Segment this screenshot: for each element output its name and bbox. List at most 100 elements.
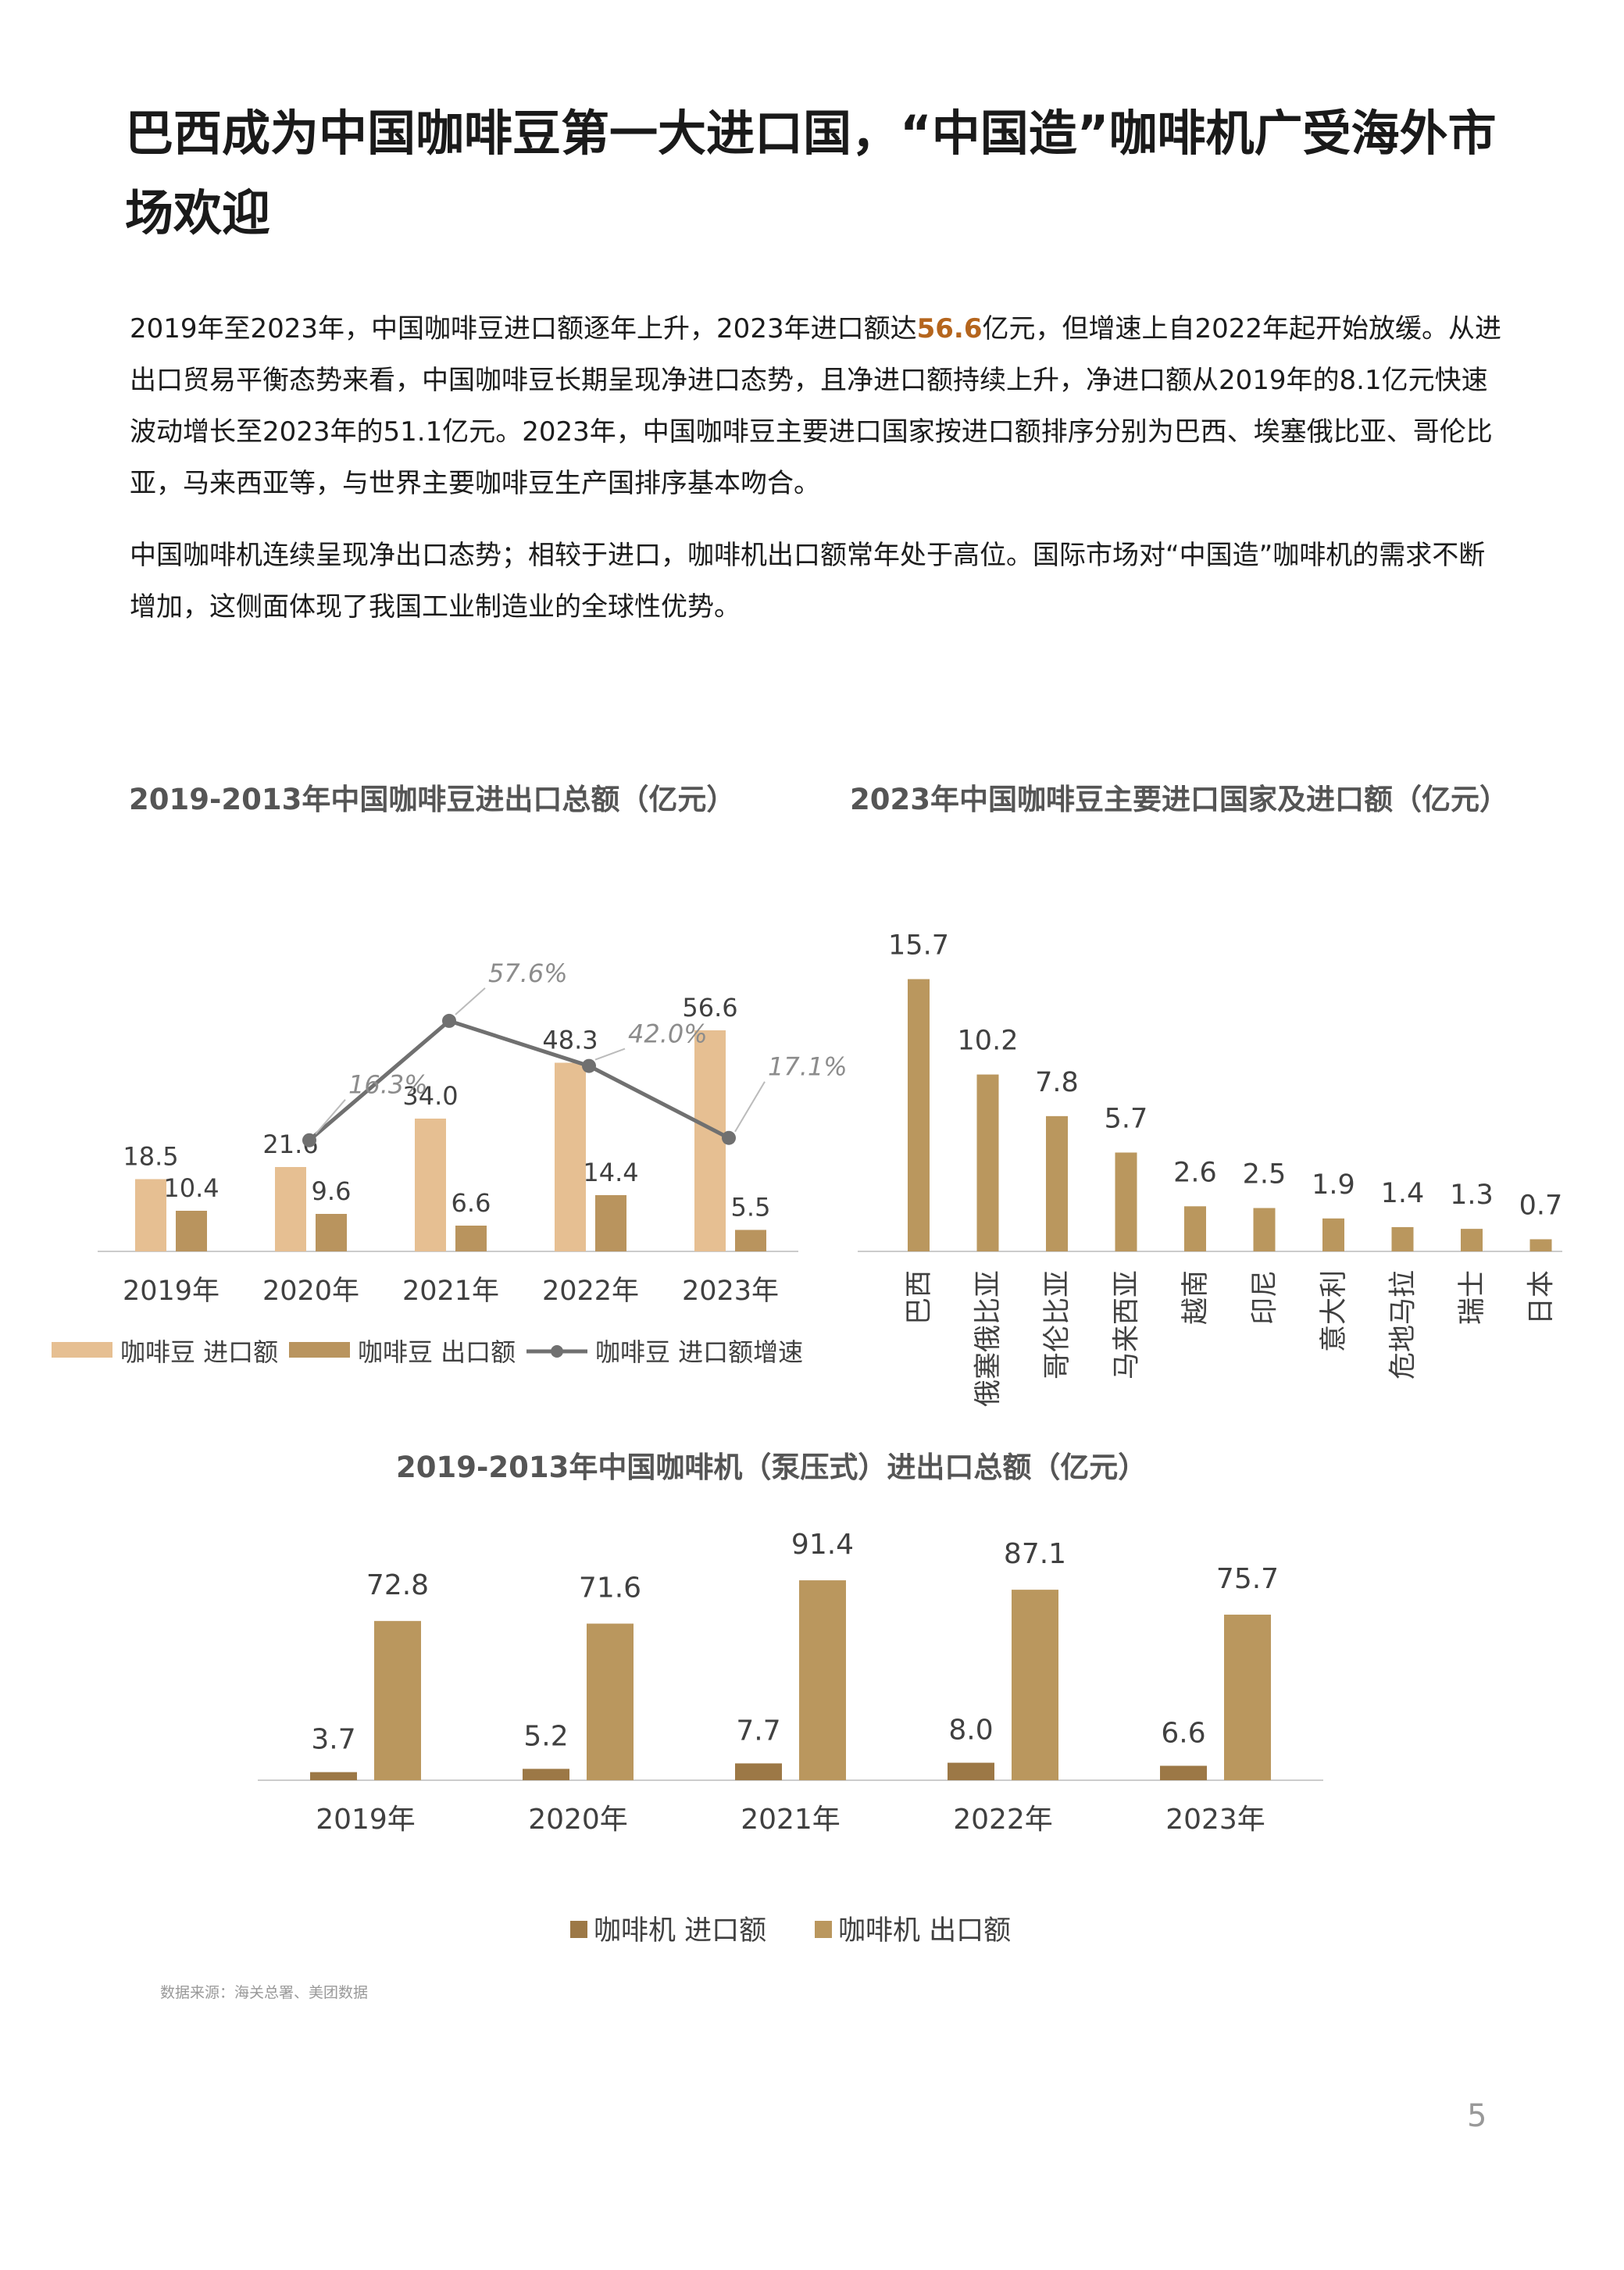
chart1-legend-swatch-export	[289, 1342, 350, 1358]
chart3-bar-import	[1160, 1765, 1207, 1780]
chart1-legend-line-marker	[551, 1345, 563, 1358]
chart2-x-tick: 意大利	[1319, 1270, 1350, 1352]
chart3-bar-label: 72.8	[366, 1569, 429, 1601]
chart3-bar-label: 87.1	[1004, 1538, 1066, 1570]
chart1-x-tick: 2019年	[123, 1276, 220, 1307]
chart1-bar-import	[694, 1030, 726, 1251]
chart3-legend-swatch-import	[570, 1921, 587, 1938]
chart2-x-tick: 俄塞俄比亚	[973, 1270, 1005, 1407]
chart3-bar-export	[1012, 1590, 1058, 1780]
chart1-bar-export	[455, 1226, 487, 1251]
chart2-bar	[1184, 1206, 1206, 1251]
chart2-bar	[1322, 1218, 1344, 1251]
chart1-bar-export	[176, 1211, 207, 1251]
chart2-bar-label: 1.9	[1312, 1169, 1355, 1201]
chart3-x-tick: 2023年	[1165, 1804, 1265, 1836]
chart2-bar-label: 5.7	[1105, 1103, 1148, 1134]
chart2-bar-label: 15.7	[888, 930, 949, 961]
data-source: 数据来源：海关总署、美团数据	[160, 1984, 369, 2001]
chart2-bar-label: 1.4	[1381, 1178, 1425, 1209]
chart1-bar-label: 18.5	[123, 1142, 178, 1172]
chart1-bar-label: 6.6	[452, 1188, 491, 1218]
chart2-bar-label: 2.5	[1243, 1159, 1287, 1190]
chart1-growth-leader	[455, 987, 486, 1015]
chart3-legend-label-export: 咖啡机 出口额	[838, 1915, 1011, 1947]
chart2-bar-label: 10.2	[958, 1026, 1019, 1057]
chart3-x-tick: 2021年	[741, 1804, 841, 1836]
chart1-x-tick: 2022年	[542, 1276, 639, 1307]
chart3-bar-export	[374, 1621, 421, 1780]
chart2-bar	[1046, 1115, 1068, 1251]
chart2-x-tick: 瑞士	[1457, 1270, 1488, 1325]
chart3-bar-label: 5.2	[523, 1720, 568, 1752]
page-title: 巴西成为中国咖啡豆第一大进口国，“中国造”咖啡机广受海外市场欢迎	[125, 105, 1497, 241]
chart1-legend-label-export: 咖啡豆 出口额	[358, 1337, 516, 1367]
chart3-bar-import	[523, 1769, 569, 1780]
chart2-bar	[908, 979, 930, 1251]
chart1-growth-point	[302, 1133, 316, 1147]
chart3-bar-label: 75.7	[1216, 1563, 1279, 1595]
chart1-title: 2019-2013年中国咖啡豆进出口总额（亿元）	[129, 783, 736, 816]
chart3-bar-import	[735, 1763, 782, 1780]
chart3-x-tick: 2020年	[528, 1804, 628, 1836]
chart1-bar-label: 56.6	[682, 993, 737, 1023]
chart1-bar-label: 10.4	[163, 1173, 219, 1203]
chart2-bar-label: 0.7	[1519, 1190, 1563, 1221]
chart1-growth-point	[722, 1130, 736, 1145]
chart1-bar-label: 14.4	[583, 1158, 638, 1187]
chart1-growth-label: 42.0%	[628, 1019, 708, 1049]
paragraph-2: 中国咖啡机连续呈现净出口态势；相较于进口，咖啡机出口额常年处于高位。国际市场对“…	[130, 540, 1486, 623]
chart2-bar	[1115, 1152, 1137, 1251]
chart1-growth-line	[308, 1019, 730, 1142]
chart1-bar-import	[135, 1179, 166, 1251]
chart2-x-tick: 日本	[1526, 1270, 1558, 1325]
chart1-growth-label: 57.6%	[488, 958, 568, 988]
chart1-x-tick: 2020年	[262, 1276, 359, 1307]
chart3-bar-label: 3.7	[311, 1724, 355, 1756]
chart3-bar-export	[799, 1580, 846, 1780]
chart2-x-tick: 马来西亚	[1112, 1270, 1143, 1379]
chart2-bar-label: 7.8	[1035, 1067, 1079, 1098]
chart3-legend-swatch-export	[815, 1921, 832, 1938]
paragraph-1: 2019年至2023年，中国咖啡豆进口额逐年上升，2023年进口额达56.6亿元…	[130, 303, 1504, 509]
paragraph-1-end: 亿元，但增速上自2022年起开始放缓。从进出口贸易平衡态势来看，中国咖啡豆长期呈…	[130, 313, 1502, 499]
paragraph-1-start: 2019年至2023年，中国咖啡豆进口额逐年上升，2023年进口额达	[130, 313, 917, 344]
chart1-legend-label-growth: 咖啡豆 进口额增速	[595, 1337, 803, 1367]
chart1-growth-leader	[734, 1081, 766, 1133]
chart3-bar-label: 91.4	[791, 1529, 854, 1561]
chart3-bar-label: 8.0	[948, 1715, 993, 1747]
chart2-bar	[1529, 1239, 1552, 1251]
chart1-x-tick: 2021年	[402, 1276, 499, 1307]
chart1-bar-import	[415, 1119, 446, 1251]
chart1-growth-label: 16.3%	[348, 1070, 428, 1100]
chart3-title: 2019-2013年中国咖啡机（泵压式）进出口总额（亿元）	[396, 1451, 1148, 1484]
chart1-bar-import	[555, 1062, 586, 1251]
chart3-x-tick: 2019年	[316, 1804, 416, 1836]
chart1-growth-point	[442, 1013, 456, 1028]
import-value-highlight: 56.6	[916, 313, 983, 344]
chart3-bar-import	[310, 1772, 357, 1780]
chart1-growth-point	[582, 1058, 596, 1073]
chart3-bar-label: 71.6	[579, 1572, 641, 1604]
chart3-bar-import	[948, 1762, 994, 1780]
chart1-bar-export	[316, 1214, 347, 1251]
chart2-bar	[1253, 1208, 1276, 1251]
chart2-bar	[1391, 1226, 1414, 1251]
chart1-bar-label: 48.3	[542, 1026, 598, 1055]
chart2-bar-label: 1.3	[1450, 1180, 1494, 1211]
chart3-bar-label: 7.7	[736, 1715, 780, 1747]
chart1-bar-label: 5.5	[731, 1193, 771, 1222]
chart1-bar-export	[735, 1230, 766, 1251]
chart1-bar-export	[595, 1195, 626, 1251]
chart1-growth-label: 17.1%	[768, 1052, 848, 1082]
chart2-title: 2023年中国咖啡豆主要进口国家及进口额（亿元）	[850, 783, 1508, 816]
chart1-x-tick: 2023年	[682, 1276, 779, 1307]
chart1-bar-label: 9.6	[312, 1176, 352, 1206]
chart1-growth-leader	[594, 1048, 626, 1061]
chart1-growth-leader	[315, 1099, 346, 1135]
chart2-bar	[1461, 1229, 1483, 1251]
chart2-x-tick: 危地马拉	[1388, 1270, 1419, 1379]
chart3-legend-label-import: 咖啡机 进口额	[594, 1915, 766, 1947]
chart2-bar	[976, 1074, 999, 1251]
